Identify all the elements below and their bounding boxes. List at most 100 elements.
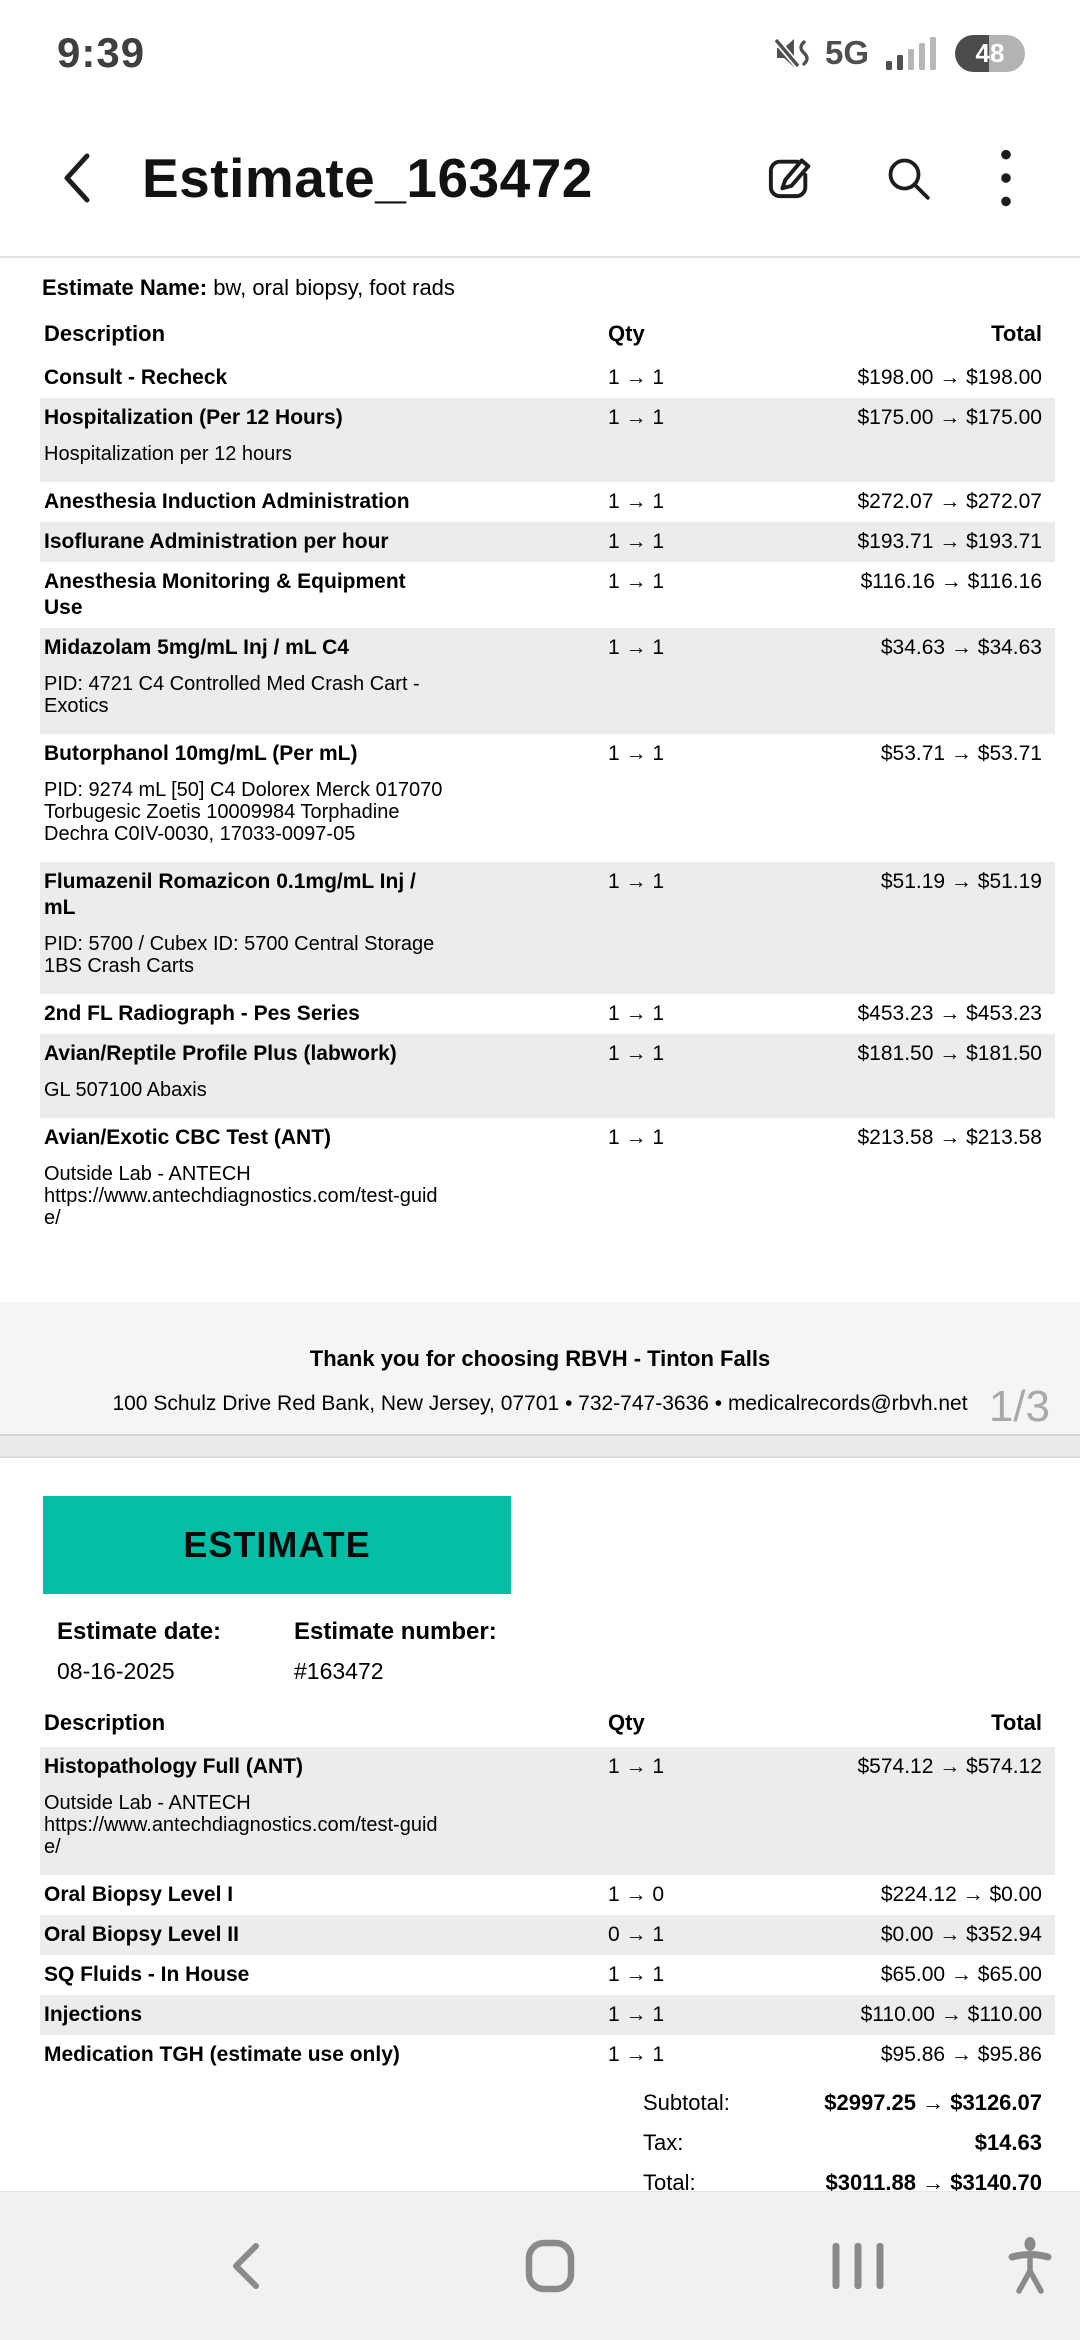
thank-you-line: Thank you for choosing RBVH - Tinton Fal…: [309, 1346, 771, 1371]
recents-button[interactable]: [832, 2243, 884, 2289]
row-total: $453.23 → $453.23: [857, 1002, 1043, 1025]
pdf-viewer[interactable]: Estimate Name: bw, oral biopsy, foot rad…: [0, 258, 1080, 2192]
row-description: Consult - Recheck: [44, 366, 228, 389]
row-description: Medication TGH (estimate use only): [44, 2043, 400, 2066]
table-row: Butorphanol 10mg/mL (Per mL) 1 → 1 $53.71 …: [40, 734, 1055, 862]
column-description: Description: [44, 321, 166, 346]
summary-row: Total: $3011.88 → $3140.70: [40, 2163, 1055, 2192]
row-qty: 1 → 1: [608, 366, 665, 389]
estimate-date-value: 08-16-2025: [57, 1658, 175, 1684]
row-description: 2nd FL Radiograph - Pes Series: [44, 1002, 360, 1025]
table-row: Histopathology Full (ANT) 1 → 1 $574.12 → …: [40, 1747, 1055, 1875]
row-description: Isoflurane Administration per hour: [44, 530, 389, 553]
page-separator: [0, 1434, 1080, 1458]
row-total: $95.86 → $95.86: [880, 2043, 1042, 2066]
column-total: Total: [991, 321, 1042, 346]
summary-value: $2997.25 → $3126.07: [824, 2090, 1042, 2115]
column-qty: Qty: [608, 321, 645, 346]
estimate-name-value: bw, oral biopsy, foot rads: [207, 275, 455, 300]
estimate-banner: ESTIMATE: [43, 1496, 511, 1594]
table-row: Oral Biopsy Level I 1 → 0 $224.12 → $0.00: [40, 1875, 1055, 1915]
row-qty: 1 → 1: [608, 870, 665, 893]
page-indicator: 1/3: [988, 1382, 1050, 1431]
row-note: PID: 5700 / Cubex ID: 5700 Central Stora…: [44, 933, 435, 977]
table-row: Anesthesia Induction Administration 1 → 1…: [40, 482, 1055, 522]
accessibility-icon[interactable]: [1005, 2237, 1055, 2295]
summary-label: Tax:: [643, 2130, 684, 2155]
row-qty: 1 → 1: [608, 1755, 665, 1778]
row-note: PID: 4721 C4 Controlled Med Crash Cart -…: [44, 673, 420, 717]
row-description: SQ Fluids - In House: [44, 1963, 250, 1986]
row-total: $110.00 → $110.00: [860, 2003, 1042, 2026]
column-qty: Qty: [608, 1710, 645, 1735]
row-qty: 1 → 0: [608, 1883, 665, 1906]
summary-label: Total:: [643, 2170, 696, 2192]
table-row: Injections 1 → 1 $110.00 → $110.00: [40, 1995, 1055, 2035]
row-qty: 1 → 1: [608, 406, 665, 429]
row-total: $224.12 → $0.00: [880, 1883, 1042, 1906]
search-icon[interactable]: [880, 150, 936, 206]
system-nav-bar: [0, 2191, 1080, 2340]
row-total: $53.71 → $53.71: [880, 742, 1042, 765]
row-description: Butorphanol 10mg/mL (Per mL): [44, 742, 358, 765]
table-row: Hospitalization (Per 12 Hours) 1 → 1 $175.…: [40, 398, 1055, 482]
mute-icon: [773, 35, 810, 71]
table-row: Medication TGH (estimate use only) 1 → 1 $…: [40, 2035, 1055, 2075]
table-header: Description Qty Total: [40, 1699, 1055, 1747]
table-row: Consult - Recheck 1 → 1 $198.00 → $198.00: [40, 358, 1055, 398]
row-qty: 1 → 1: [608, 1002, 665, 1025]
estimate-table-2: Description Qty Total Histopathology Ful…: [40, 1699, 1055, 2192]
edit-icon[interactable]: [760, 149, 818, 207]
summary-value: $3011.88 → $3140.70: [825, 2170, 1042, 2192]
back-nav-button[interactable]: [228, 2240, 264, 2292]
overflow-menu-icon[interactable]: [998, 145, 1014, 211]
row-total: $51.19 → $51.19: [880, 870, 1042, 893]
row-total: $0.00 → $352.94: [880, 1923, 1042, 1946]
network-type-label: 5G: [824, 34, 869, 71]
row-description: Flumazenil Romazicon 0.1mg/mL Inj / mL: [44, 870, 416, 919]
row-note: Hospitalization per 12 hours: [44, 443, 292, 465]
estimate-number-block: Estimate number: #163472: [294, 1618, 531, 1685]
table-row: Anesthesia Monitoring & Equipment Use 1 →…: [40, 562, 1055, 628]
row-qty: 1 → 1: [608, 2003, 665, 2026]
page-footer: Thank you for choosing RBVH - Tinton Fal…: [0, 1302, 1080, 1434]
row-description: Oral Biopsy Level II: [44, 1923, 239, 1946]
battery-icon: 48: [955, 34, 1025, 72]
signal-strength-icon: [886, 36, 936, 70]
row-total: $193.71 → $193.71: [857, 530, 1043, 553]
back-button[interactable]: [58, 148, 98, 208]
row-qty: 1 → 1: [608, 530, 665, 553]
home-button[interactable]: [525, 2239, 575, 2293]
estimate-meta: Estimate date: 08-16-2025 Estimate numbe…: [57, 1618, 1080, 1685]
estimate-date-label: Estimate date:: [57, 1618, 222, 1645]
table-row: SQ Fluids - In House 1 → 1 $65.00 → $65.00: [40, 1955, 1055, 1995]
status-bar: 9:39 5G 48: [0, 0, 1080, 100]
row-description: Anesthesia Induction Administration: [44, 490, 410, 513]
totals-summary: Subtotal: $2997.25 → $3126.07 Tax: $14.63 To…: [40, 2083, 1055, 2192]
row-note: PID: 9274 mL [50] C4 Dolorex Merck 01707…: [44, 779, 443, 845]
battery-percent: 48: [975, 37, 1005, 68]
column-total: Total: [991, 1710, 1042, 1735]
row-qty: 1 → 1: [608, 1042, 665, 1065]
summary-row: Tax: $14.63: [40, 2123, 1055, 2163]
row-total: $175.00 → $175.00: [857, 406, 1043, 429]
table-row: Isoflurane Administration per hour 1 → 1 $…: [40, 522, 1055, 562]
row-total: $116.16 → $116.16: [860, 570, 1042, 593]
row-note: Outside Lab - ANTECH https://www.antechd…: [44, 1163, 438, 1229]
row-qty: 1 → 1: [608, 2043, 665, 2066]
table-row: Midazolam 5mg/mL Inj / mL C4 1 → 1 $34.63 …: [40, 628, 1055, 734]
row-description: Oral Biopsy Level I: [44, 1883, 234, 1906]
app-header: Estimate_163472: [0, 100, 1080, 258]
row-total: $574.12 → $574.12: [857, 1755, 1043, 1778]
status-time: 9:39: [57, 29, 146, 76]
row-description: Avian/Exotic CBC Test (ANT): [44, 1126, 332, 1149]
status-icons: 5G 48: [773, 34, 1025, 72]
summary-row: Subtotal: $2997.25 → $3126.07: [40, 2083, 1055, 2123]
pdf-page-2: ESTIMATE Estimate date: 08-16-2025 Estim…: [0, 1458, 1080, 2192]
table-row: Avian/Reptile Profile Plus (labwork) 1 → …: [40, 1034, 1055, 1118]
row-qty: 1 → 1: [608, 1126, 665, 1149]
row-description: Histopathology Full (ANT): [44, 1755, 303, 1778]
row-total: $198.00 → $198.00: [857, 366, 1043, 389]
row-description: Anesthesia Monitoring & Equipment Use: [44, 570, 406, 619]
